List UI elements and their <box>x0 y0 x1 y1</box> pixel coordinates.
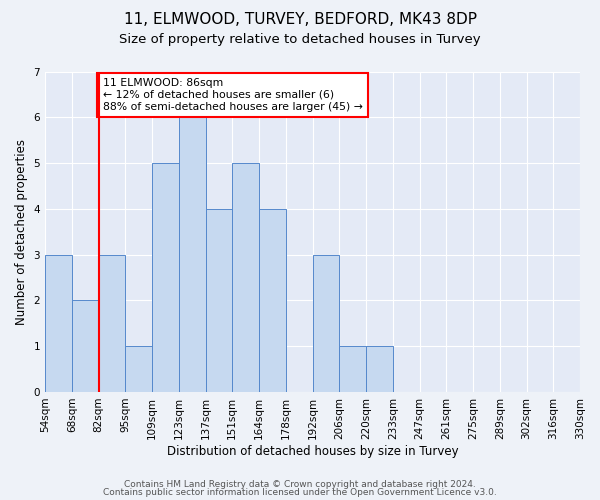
Bar <box>125 346 152 392</box>
Bar <box>152 163 179 392</box>
Bar <box>366 346 393 392</box>
Text: Contains public sector information licensed under the Open Government Licence v3: Contains public sector information licen… <box>103 488 497 497</box>
Text: 11, ELMWOOD, TURVEY, BEDFORD, MK43 8DP: 11, ELMWOOD, TURVEY, BEDFORD, MK43 8DP <box>124 12 476 28</box>
Text: Size of property relative to detached houses in Turvey: Size of property relative to detached ho… <box>119 32 481 46</box>
Bar <box>313 254 339 392</box>
Text: Contains HM Land Registry data © Crown copyright and database right 2024.: Contains HM Land Registry data © Crown c… <box>124 480 476 489</box>
Bar <box>259 209 286 392</box>
Bar <box>232 163 259 392</box>
Bar <box>339 346 366 392</box>
Bar <box>179 118 206 392</box>
Y-axis label: Number of detached properties: Number of detached properties <box>15 138 28 324</box>
Bar <box>72 300 98 392</box>
Bar <box>45 254 72 392</box>
X-axis label: Distribution of detached houses by size in Turvey: Distribution of detached houses by size … <box>167 444 458 458</box>
Bar <box>98 254 125 392</box>
Bar <box>206 209 232 392</box>
Text: 11 ELMWOOD: 86sqm
← 12% of detached houses are smaller (6)
88% of semi-detached : 11 ELMWOOD: 86sqm ← 12% of detached hous… <box>103 78 362 112</box>
